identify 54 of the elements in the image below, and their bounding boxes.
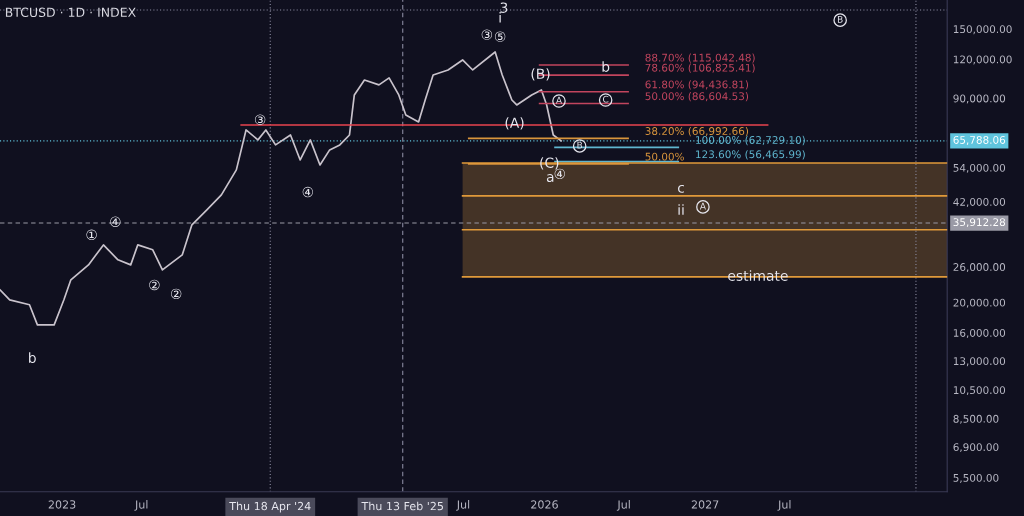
annotation: ii: [678, 204, 684, 215]
y-tick-label: 5,500.00: [953, 473, 999, 483]
annotation: A: [699, 202, 706, 210]
y-tick-label: 26,000.00: [953, 263, 1006, 273]
annotation: (B): [531, 68, 550, 81]
series-label: 38.20% (66,992.66): [645, 126, 749, 137]
series-label: 123.60% (56,465.99): [696, 150, 805, 160]
annotation: C: [603, 95, 609, 103]
y-tick-label: 10,500.00: [953, 386, 1006, 396]
chart-title: BTCUSD · 1D · INDEX: [5, 7, 136, 18]
annotation: b: [29, 352, 36, 364]
x-tick-label: Jul: [616, 500, 630, 511]
y-tick-label: 42,000.00: [953, 198, 1006, 207]
x-tick-label: 2026: [531, 500, 558, 509]
series-label: 50.00% (86,604.53): [645, 92, 749, 102]
annotation: 3: [500, 2, 508, 13]
ref-line-label: 65,788.06: [953, 136, 1006, 145]
series-label: 100.00% (62,729.10): [696, 135, 805, 146]
series-label: 50.00%: [645, 152, 684, 161]
y-tick-label: 16,000.00: [953, 329, 1006, 338]
annotation: ①: [86, 229, 97, 241]
annotation: B: [577, 141, 583, 149]
annotation: B: [837, 16, 843, 23]
ref-line-label: Thu 18 Apr '24: [229, 501, 311, 513]
y-tick-label: 54,000.00: [953, 163, 1006, 173]
annotation: i: [499, 11, 501, 23]
y-tick-label: 13,000.00: [953, 357, 1006, 367]
annotation: A: [555, 96, 562, 104]
annotation: ③: [481, 29, 493, 40]
y-tick-label: 8,500.00: [953, 414, 999, 424]
x-tick-label: Jul: [134, 500, 148, 511]
annotation: ③: [254, 114, 266, 125]
y-tick-label: 90,000.00: [953, 94, 1006, 104]
ref-line-label: 35,912.28: [953, 218, 1006, 228]
series-label: 88.70% (115,042.48): [645, 53, 755, 63]
series-label: 61.80% (94,436.81): [645, 80, 749, 90]
y-tick-label: 150,000.00: [953, 25, 1012, 35]
y-tick-label: 20,000.00: [953, 298, 1006, 308]
annotation: ②: [149, 279, 160, 291]
annotation: ②: [170, 288, 182, 300]
annotation: ④: [110, 216, 121, 227]
series-label: 78.60% (106,825.41): [645, 63, 755, 73]
annotation: a: [546, 174, 554, 183]
y-tick-label: 6,900.00: [953, 443, 999, 453]
annotation: ④: [554, 168, 565, 180]
annotation: ④: [302, 186, 314, 198]
x-tick-label: Jul: [777, 500, 791, 511]
x-tick-label: 2023: [48, 500, 76, 509]
ref-line-label: Thu 13 Feb '25: [361, 501, 443, 511]
y-tick-label: 120,000.00: [953, 55, 1012, 65]
annotation: ⑤: [494, 31, 506, 42]
x-tick-label: Jul: [456, 500, 470, 511]
annotation: c: [677, 184, 684, 193]
x-tick-label: 2027: [691, 500, 719, 509]
